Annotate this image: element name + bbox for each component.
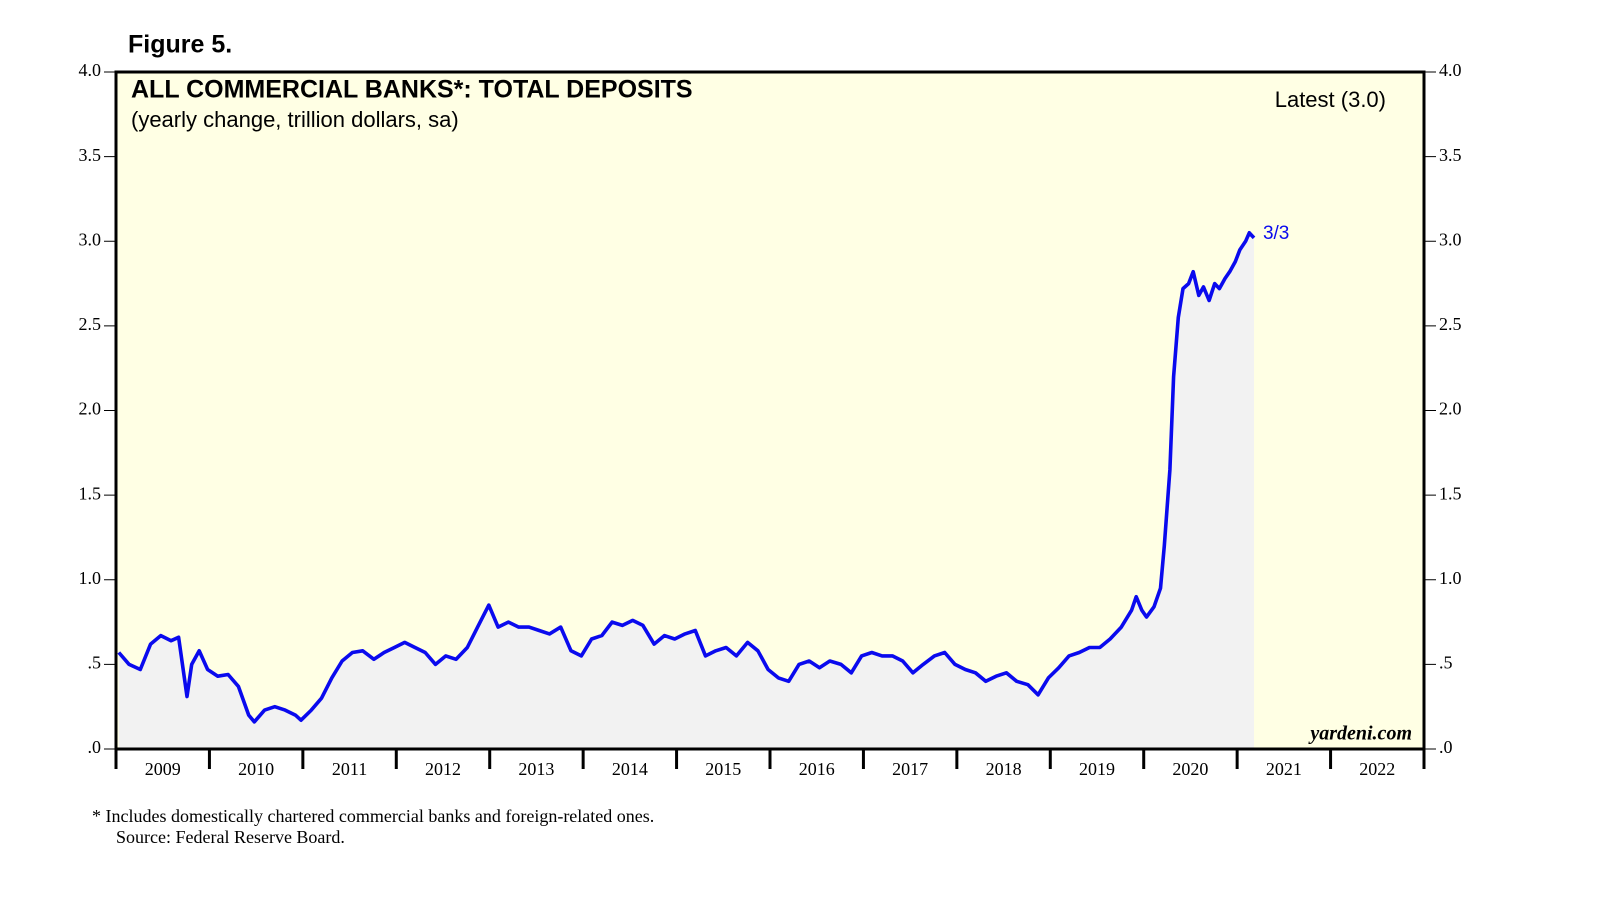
y-tick-label: .5 [88,653,102,673]
x-tick-label: 2018 [986,759,1022,779]
y-tick-label: 2.5 [79,314,102,334]
y2-tick-label: 3.5 [1439,145,1462,165]
x-tick-label: 2009 [145,759,181,779]
footnote: * Includes domestically chartered commer… [92,806,654,826]
y2-tick-label: 3.0 [1439,229,1462,249]
watermark: yardeni.com [1308,723,1412,745]
end-annotation: 3/3 [1263,223,1289,244]
x-tick-label: 2020 [1172,759,1208,779]
y-tick-label: 3.0 [79,229,102,249]
legend-text: Latest (3.0) [1275,87,1386,112]
x-tick-label: 2013 [518,759,554,779]
y2-tick-label: 2.5 [1439,314,1462,334]
y2-tick-label: 1.5 [1439,483,1462,503]
x-tick-label: 2014 [612,759,648,779]
x-tick-label: 2016 [799,759,835,779]
x-tick-label: 2012 [425,759,461,779]
y-tick-label: 3.5 [79,145,102,165]
y2-tick-label: 2.0 [1439,399,1462,419]
y2-tick-label: .0 [1439,737,1453,757]
plot-area [116,72,1424,750]
line [117,231,1256,724]
area [118,232,1254,750]
chart-title: ALL COMMERCIAL BANKS*: TOTAL DEPOSITS [131,76,693,104]
y2-tick-label: .5 [1439,653,1453,673]
y2-tick-label: 1.0 [1439,568,1462,588]
x-tick-label: 2019 [1079,759,1115,779]
y-tick-label: 1.5 [79,483,102,503]
x-tick-label: 2021 [1266,759,1302,779]
chart-subtitle: (yearly change, trillion dollars, sa) [131,107,459,132]
x-tick-label: 2010 [238,759,274,779]
y-tick-label: .0 [88,737,102,757]
x-tick-label: 2015 [705,759,741,779]
x-tick-label: 2017 [892,759,928,779]
footnote: Source: Federal Reserve Board. [116,827,345,847]
figure-label: Figure 5. [128,31,232,59]
y-tick-label: 4.0 [79,60,102,80]
y-tick-label: 2.0 [79,399,102,419]
y-tick-label: 1.0 [79,568,102,588]
x-tick-label: 2011 [332,759,367,779]
y2-tick-label: 4.0 [1439,60,1462,80]
x-tick-label: 2022 [1359,759,1395,779]
